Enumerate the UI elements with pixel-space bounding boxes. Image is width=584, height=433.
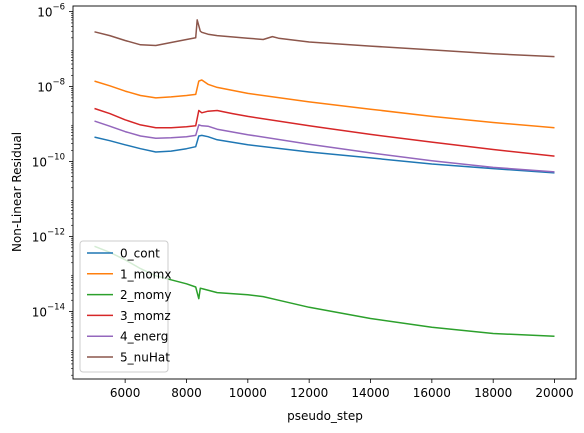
series-line-1_momx xyxy=(94,79,555,129)
axes-frame xyxy=(72,5,577,380)
y-tick-label: 10−8 xyxy=(37,78,65,95)
x-tick-label: 14000 xyxy=(351,386,389,400)
x-axis-ticks: 6000 8000 10000 12000 14000 16000 18000 20000 xyxy=(110,379,574,400)
x-tick-label: 6000 xyxy=(110,386,141,400)
legend-label-2_momy: 2_momy xyxy=(120,288,171,302)
series-line-5_nuHat xyxy=(94,19,555,58)
legend: 0_cont 1_momx 2_momy 3_momz 4_energ 5_nuHat xyxy=(79,240,171,373)
x-axis-label: pseudo_step xyxy=(287,409,363,423)
legend-label-5_nuHat: 5_nuHat xyxy=(120,351,170,365)
x-tick-label: 8000 xyxy=(171,386,202,400)
y-tick-label: 10−6 xyxy=(37,3,65,20)
x-tick-label: 16000 xyxy=(413,386,451,400)
legend-label-3_momz: 3_momz xyxy=(120,309,171,323)
y-axis-ticks: 10−14 10−12 10−10 10−8 10−6 xyxy=(32,3,73,376)
x-tick-label: 18000 xyxy=(474,386,512,400)
legend-label-4_energ: 4_energ xyxy=(120,330,168,344)
series-line-3_momz xyxy=(94,107,555,157)
x-tick-label: 12000 xyxy=(290,386,328,400)
x-tick-label: 10000 xyxy=(229,386,267,400)
series-line-4_energ xyxy=(94,120,555,173)
x-tick-label: 20000 xyxy=(535,386,573,400)
y-tick-label: 10−12 xyxy=(32,228,65,245)
y-axis-label: Non-Linear Residual xyxy=(10,132,24,252)
y-tick-label: 10−10 xyxy=(32,153,65,170)
legend-label-0_cont: 0_cont xyxy=(120,247,160,261)
y-tick-label: 10−14 xyxy=(32,303,65,320)
legend-label-1_momx: 1_momx xyxy=(120,267,171,281)
series-line-0_cont xyxy=(94,134,555,174)
